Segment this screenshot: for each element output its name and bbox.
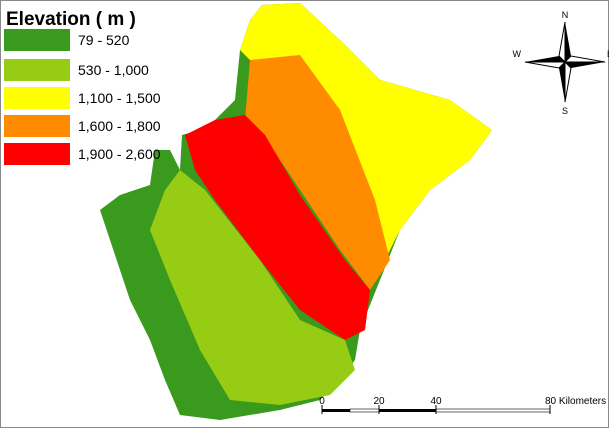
legend: 79 - 520 530 - 1,000 1,100 - 1,500 1,600 - … <box>4 29 161 165</box>
zone-area <box>245 55 390 290</box>
scale-label: 40 <box>430 396 442 407</box>
legend-swatch <box>4 115 70 137</box>
legend-label: 1,900 - 2,600 <box>78 146 161 162</box>
legend-label: 79 - 520 <box>78 32 130 48</box>
compass: N S E W <box>513 10 609 116</box>
legend-swatch <box>4 29 70 51</box>
scale-label: 0 <box>319 396 325 407</box>
legend-label: 530 - 1,000 <box>78 62 149 78</box>
zone-area <box>185 115 370 340</box>
legend-swatch <box>4 59 70 81</box>
compass-east: E <box>607 49 609 59</box>
legend-swatch <box>4 87 70 109</box>
legend-label: 1,100 - 1,500 <box>78 90 161 106</box>
scale-label: 80 Kilometers <box>545 396 606 407</box>
terrain <box>100 3 492 420</box>
legend-swatch <box>4 143 70 165</box>
map-title: Elevation ( m ) <box>6 9 136 30</box>
compass-north: N <box>562 10 569 20</box>
legend-label: 1,600 - 1,800 <box>78 118 161 134</box>
zone-area <box>150 170 355 405</box>
compass-south: S <box>562 106 568 116</box>
scale-label: 20 <box>373 396 385 407</box>
compass-west: W <box>513 49 522 59</box>
scale-bar: 0 20 40 80 Kilometers <box>319 396 606 414</box>
zone-area <box>240 3 492 260</box>
